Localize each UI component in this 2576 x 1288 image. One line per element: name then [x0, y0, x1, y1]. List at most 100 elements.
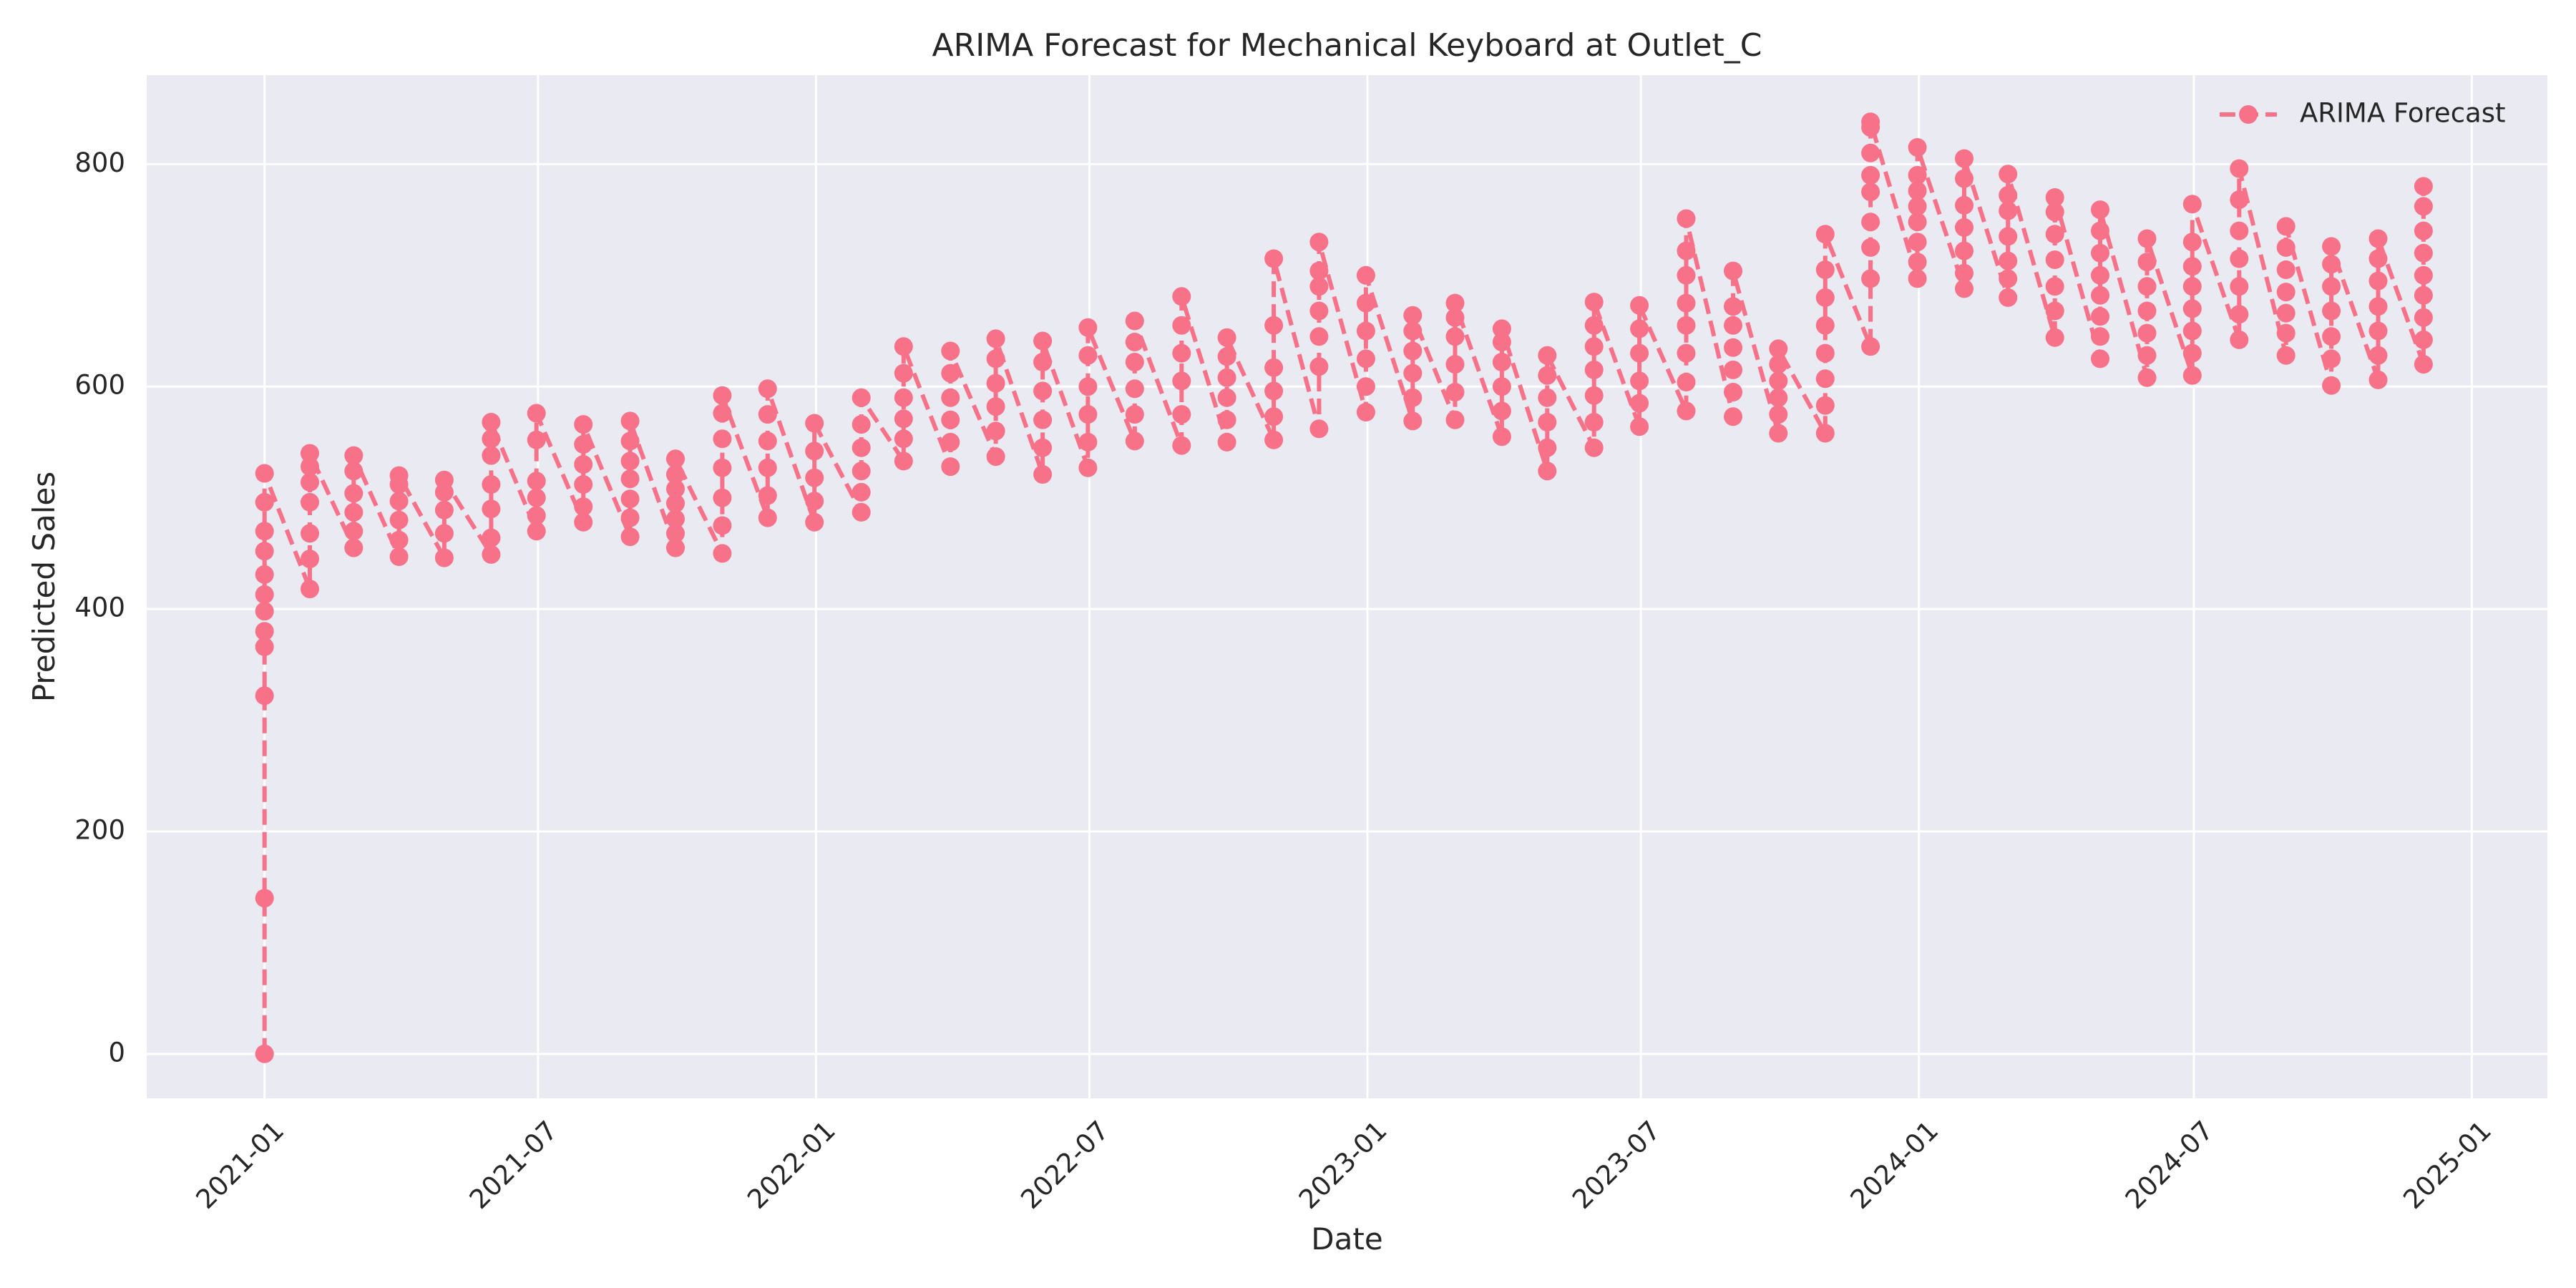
data-point-marker: [1217, 432, 1236, 452]
data-point-marker: [1955, 218, 1974, 237]
data-point-marker: [1584, 293, 1604, 312]
data-point-marker: [852, 388, 871, 407]
data-point-marker: [2322, 255, 2341, 274]
data-point-marker: [344, 522, 364, 541]
data-point-marker: [344, 502, 364, 522]
data-point-marker: [434, 548, 454, 567]
data-point-marker: [2182, 195, 2202, 214]
data-point-marker: [1815, 343, 1835, 363]
data-point-marker: [1908, 269, 1927, 288]
data-point-marker: [1999, 185, 2018, 205]
data-point-marker: [1724, 297, 1742, 316]
data-point-marker: [255, 464, 274, 483]
data-point-marker: [2322, 277, 2341, 296]
data-point-marker: [1584, 386, 1604, 405]
data-point-marker: [1309, 419, 1329, 439]
data-point-marker: [2230, 330, 2249, 349]
data-point-marker: [255, 585, 274, 604]
data-point-marker: [1630, 371, 1649, 391]
data-point-marker: [1724, 261, 1742, 280]
data-point-marker: [1125, 353, 1144, 371]
data-point-marker: [852, 462, 871, 481]
data-point-marker: [1403, 364, 1423, 383]
data-point-marker: [1492, 377, 1511, 396]
data-point-marker: [301, 492, 319, 512]
data-point-marker: [2091, 265, 2109, 285]
data-point-marker: [1584, 316, 1604, 335]
data-point-marker: [1172, 316, 1191, 335]
data-point-marker: [1999, 227, 2018, 246]
data-point-marker: [894, 452, 913, 471]
data-point-marker: [1861, 165, 1880, 185]
data-point-marker: [574, 435, 593, 454]
data-point-marker: [1217, 388, 1236, 407]
data-point-marker: [1403, 306, 1423, 325]
data-point-marker: [758, 379, 777, 399]
data-point-marker: [574, 455, 593, 474]
data-point-marker: [1769, 371, 1788, 391]
data-point-marker: [2137, 229, 2157, 248]
data-point-marker: [1078, 432, 1098, 452]
data-point-marker: [2414, 177, 2433, 196]
data-point-marker: [1445, 383, 1465, 401]
series-layer: [255, 112, 2433, 1063]
data-point-marker: [2091, 200, 2109, 220]
data-point-marker: [482, 413, 501, 431]
data-point-marker: [2091, 327, 2109, 346]
y-axis-label: Predicted Sales: [26, 472, 62, 702]
data-point-marker: [941, 388, 960, 407]
data-point-marker: [758, 508, 777, 527]
data-point-marker: [1815, 369, 1835, 389]
data-point-marker: [2137, 277, 2157, 296]
data-point-marker: [1584, 360, 1604, 379]
data-point-marker: [1630, 296, 1649, 315]
data-point-marker: [1309, 327, 1329, 346]
data-point-marker: [1724, 383, 1742, 401]
data-point-marker: [2276, 217, 2296, 236]
data-point-marker: [1445, 410, 1465, 429]
data-point-marker: [1677, 401, 1696, 421]
data-point-marker: [986, 447, 1005, 467]
data-point-marker: [1630, 343, 1649, 363]
data-point-marker: [1492, 333, 1511, 351]
data-point-marker: [1033, 410, 1053, 429]
data-point-marker: [1999, 251, 2018, 270]
data-point-marker: [1955, 149, 1974, 168]
data-point-marker: [2182, 321, 2202, 341]
data-point-marker: [527, 488, 546, 507]
data-point-marker: [941, 457, 960, 477]
data-point-marker: [2137, 253, 2157, 272]
data-point-marker: [2137, 323, 2157, 343]
data-point-marker: [482, 475, 501, 494]
data-point-marker: [1492, 353, 1511, 371]
data-point-marker: [2322, 237, 2341, 256]
data-point-marker: [1861, 269, 1880, 288]
data-point-marker: [1538, 388, 1557, 407]
data-point-marker: [1908, 165, 1927, 185]
data-point-marker: [666, 449, 685, 469]
data-point-marker: [1908, 213, 1927, 232]
data-point-marker: [805, 468, 824, 487]
data-point-marker: [2276, 303, 2296, 323]
data-point-marker: [344, 484, 364, 503]
data-point-marker: [2414, 330, 2433, 349]
data-point-marker: [482, 429, 501, 449]
data-point-marker: [1264, 316, 1284, 335]
data-point-marker: [1999, 269, 2018, 288]
data-point-marker: [255, 889, 274, 908]
data-point-marker: [894, 429, 913, 449]
data-point-marker: [2091, 286, 2109, 305]
data-point-marker: [941, 341, 960, 361]
data-point-marker: [713, 404, 732, 423]
data-point-marker: [1630, 417, 1649, 436]
data-point-marker: [2368, 249, 2388, 268]
data-point-marker: [2322, 327, 2341, 346]
data-point-marker: [1769, 405, 1788, 424]
data-point-marker: [1538, 366, 1557, 385]
data-point-marker: [1033, 465, 1053, 484]
data-point-marker: [527, 430, 546, 449]
data-point-marker: [1999, 165, 2018, 184]
data-point-marker: [301, 472, 319, 492]
data-point-marker: [389, 492, 409, 511]
